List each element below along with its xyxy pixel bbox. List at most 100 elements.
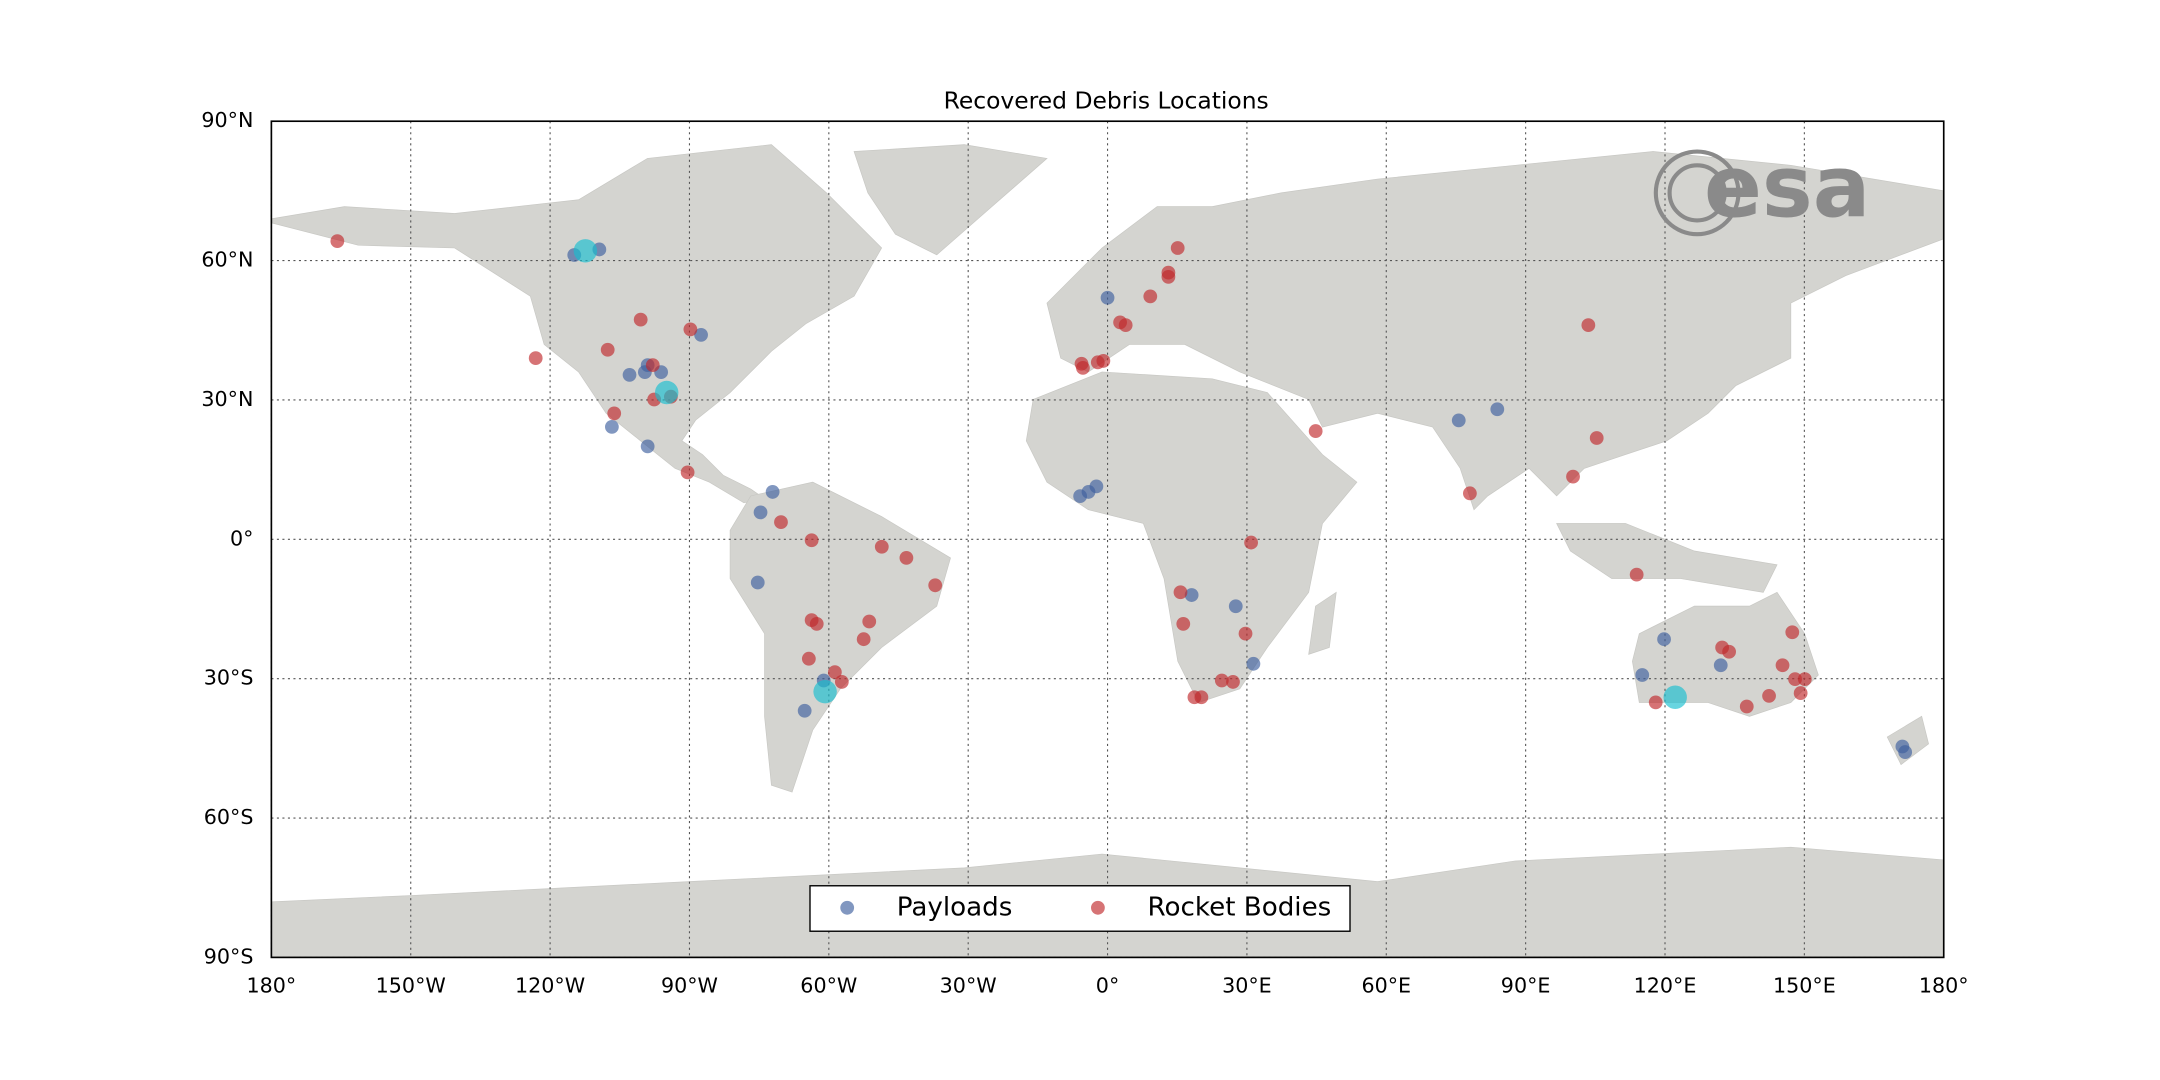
- data-point: [1246, 656, 1261, 671]
- data-point: [1581, 318, 1596, 333]
- data-point: [607, 406, 622, 421]
- data-point: [1648, 695, 1663, 710]
- data-point: [1713, 658, 1728, 673]
- data-point: [1451, 413, 1466, 428]
- data-point: [753, 505, 768, 520]
- x-tick-label: 0°: [1096, 973, 1119, 997]
- data-point: [1797, 672, 1812, 687]
- data-point: [694, 328, 708, 342]
- legend-box: [809, 885, 1351, 932]
- land: [1886, 715, 1929, 766]
- legend: Payloads Rocket Bodies: [809, 885, 1351, 932]
- data-point: [1629, 567, 1644, 582]
- data-point: [809, 616, 824, 631]
- land: [1025, 371, 1358, 703]
- data-point: [1589, 431, 1604, 445]
- data-point: [640, 439, 655, 454]
- data-point: [928, 578, 943, 593]
- data-point: [645, 358, 660, 372]
- data-point: [1170, 241, 1185, 255]
- land: [271, 144, 883, 504]
- data-point: [1184, 588, 1199, 602]
- legend-label: Payloads: [897, 892, 1013, 922]
- data-point: [680, 465, 695, 480]
- y-tick-label: 0°: [230, 526, 253, 550]
- map: [271, 144, 1944, 958]
- land: [1308, 591, 1337, 655]
- data-point: [862, 614, 877, 629]
- legend-marker: [840, 900, 855, 915]
- logo-ring: [1667, 163, 1727, 223]
- data-point: [774, 515, 788, 530]
- data-point: [1118, 318, 1133, 333]
- data-point: [600, 342, 615, 357]
- data-point: [683, 322, 698, 337]
- data-point: [874, 539, 889, 554]
- y-tick-label: 30°S: [204, 666, 254, 690]
- data-point: [827, 665, 842, 680]
- data-point: [1173, 585, 1188, 600]
- data-point: [1490, 402, 1505, 417]
- data-point: [1244, 535, 1258, 550]
- chart-title: Recovered Debris Locations: [944, 86, 1269, 114]
- data-point: [1785, 625, 1800, 640]
- data-point: [1076, 361, 1090, 375]
- plot-frame: [270, 120, 1945, 959]
- x-tick-label: 90°E: [1501, 973, 1551, 997]
- legend-label: Rocket Bodies: [1148, 892, 1332, 922]
- data-point: [573, 239, 598, 263]
- data-point: [1657, 632, 1671, 647]
- x-tick-label: 180°: [246, 973, 296, 997]
- data-point: [654, 380, 679, 405]
- x-tick-label: 150°E: [1773, 973, 1836, 997]
- x-tick-label: 150°W: [376, 973, 446, 997]
- data-point: [1463, 486, 1477, 501]
- data-point: [1176, 616, 1191, 631]
- y-tick-label: 60°S: [204, 805, 254, 829]
- land: [853, 144, 1048, 256]
- data-point: [528, 351, 543, 366]
- x-tick-label: 30°E: [1222, 973, 1272, 997]
- y-tick-label: 90°N: [201, 108, 253, 132]
- data-point: [1089, 479, 1104, 494]
- data-point: [1762, 688, 1776, 703]
- land: [1556, 523, 1778, 593]
- data-point: [1226, 675, 1240, 689]
- x-tick-label: 60°W: [800, 973, 857, 997]
- data-point: [633, 312, 648, 327]
- y-tick-label: 60°N: [201, 248, 253, 272]
- data-point: [856, 632, 871, 647]
- data-point: [1635, 668, 1650, 682]
- logo-ring: [1653, 149, 1741, 237]
- data-point: [1722, 644, 1736, 659]
- data-point: [604, 420, 619, 434]
- data-point: [1739, 699, 1754, 714]
- data-point: [1793, 686, 1808, 700]
- x-tick-label: 120°E: [1634, 973, 1697, 997]
- data-point: [622, 367, 637, 382]
- data-point: [1194, 690, 1209, 705]
- x-tick-label: 30°W: [940, 973, 997, 997]
- data-point: [1775, 658, 1790, 673]
- data-point: [1214, 673, 1229, 688]
- y-tick-label: 90°S: [204, 944, 254, 968]
- data-point: [1788, 672, 1802, 687]
- data-point: [750, 575, 765, 590]
- data-point: [797, 703, 812, 718]
- logo: esa: [1653, 138, 1870, 237]
- data-point: [1238, 626, 1253, 641]
- land: [1046, 151, 1944, 511]
- data-point: [834, 675, 849, 689]
- x-tick-label: 180°: [1919, 973, 1969, 997]
- legend-marker: [1091, 900, 1105, 915]
- land: [729, 481, 951, 793]
- y-tick-label: 30°N: [201, 387, 253, 411]
- data-point: [899, 551, 914, 565]
- data-point: [1898, 745, 1913, 759]
- data-point: [804, 533, 819, 548]
- data-point: [330, 234, 345, 248]
- data-point: [1566, 469, 1580, 484]
- data-point: [813, 679, 837, 704]
- x-tick-label: 120°W: [515, 973, 585, 997]
